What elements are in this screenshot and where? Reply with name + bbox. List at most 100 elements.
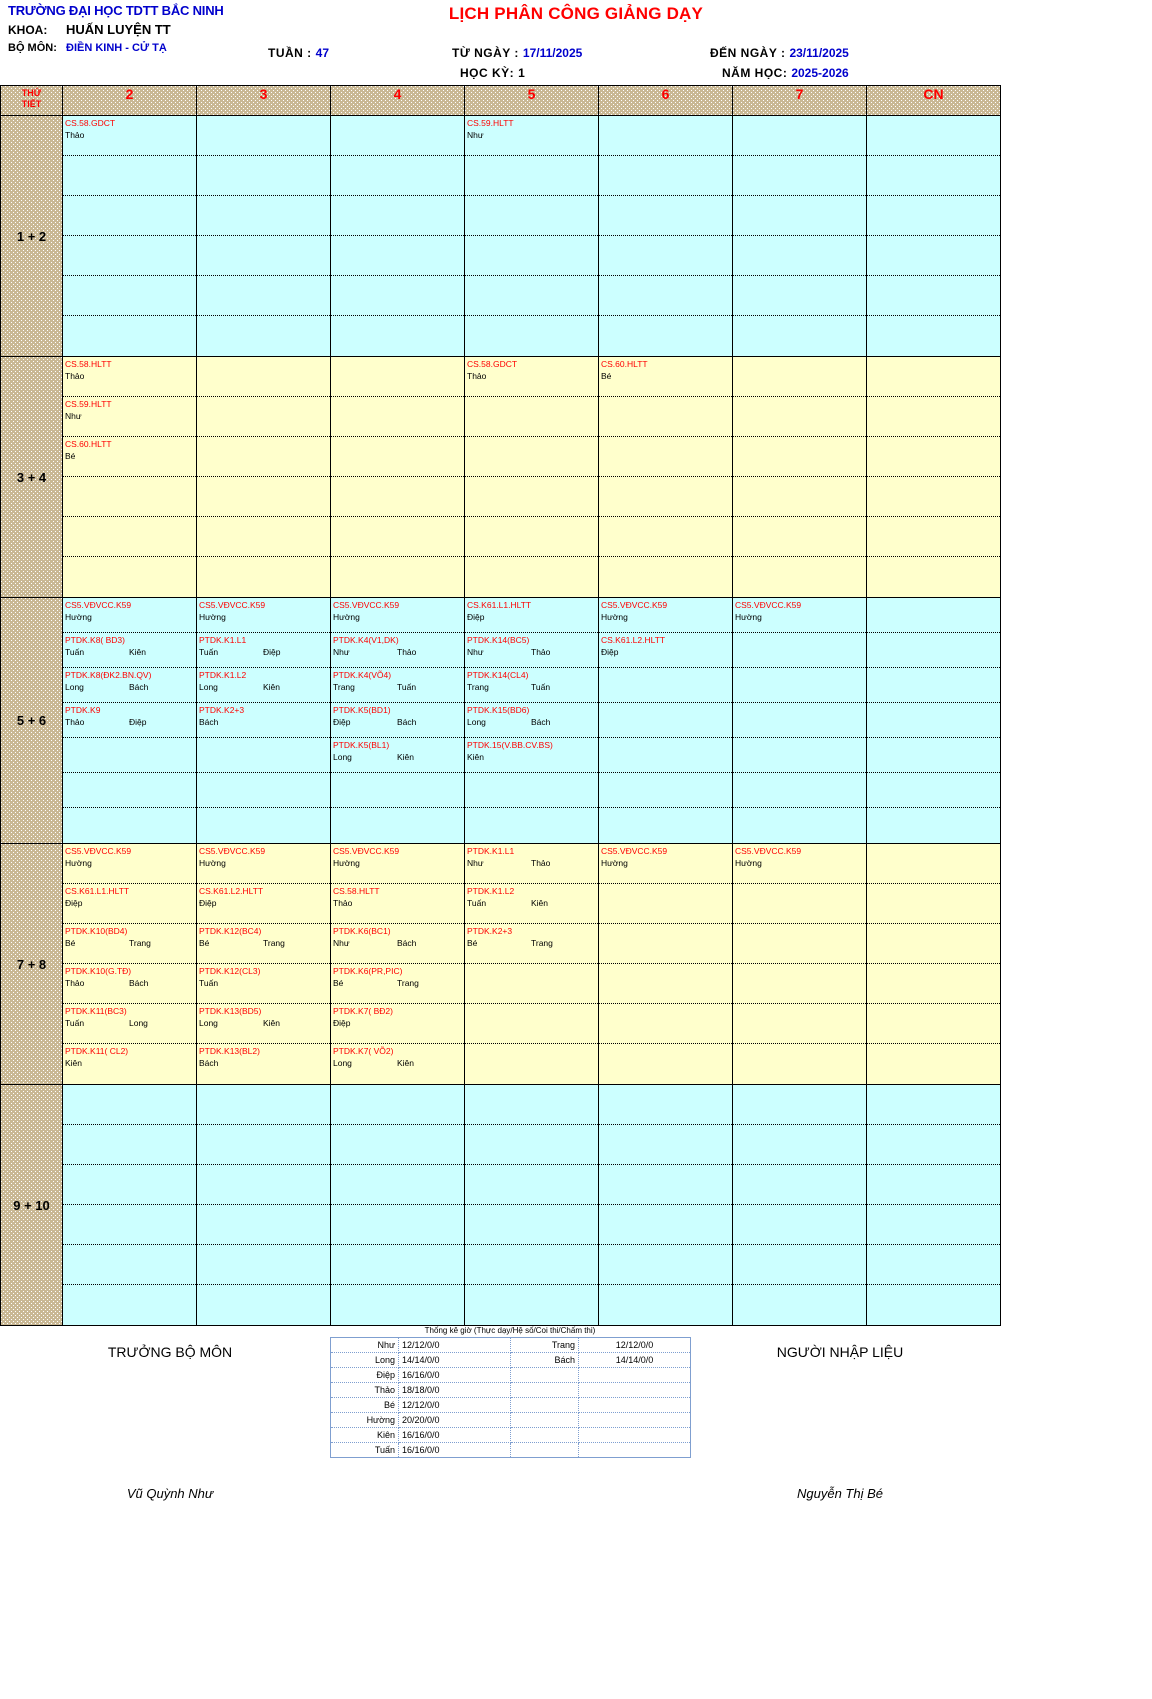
class-entry[interactable]: PTDK.K14(BC5) Như Thảo [465,633,598,668]
empty-slot[interactable] [599,1125,732,1165]
empty-slot[interactable] [733,316,866,356]
empty-slot[interactable] [867,598,1000,633]
empty-slot[interactable] [197,808,330,843]
class-entry[interactable]: CS.K61.L2.HLTT Điệp [197,884,330,924]
empty-slot[interactable] [197,397,330,437]
empty-slot[interactable] [63,1085,196,1125]
empty-slot[interactable] [867,276,1000,316]
empty-slot[interactable] [197,156,330,196]
empty-slot[interactable] [599,703,732,738]
empty-slot[interactable] [331,1085,464,1125]
empty-slot[interactable] [197,557,330,597]
day-cell[interactable]: CS5.VĐVCC.K59 Hường [598,843,733,1085]
empty-slot[interactable] [599,1165,732,1205]
day-cell[interactable] [732,356,867,598]
empty-slot[interactable] [867,1285,1000,1325]
empty-slot[interactable] [867,1085,1000,1125]
empty-slot[interactable] [733,397,866,437]
class-entry[interactable]: CS.K61.L1.HLTT Điệp [63,884,196,924]
class-entry[interactable]: CS.K61.L1.HLTT Điệp [465,598,598,633]
empty-slot[interactable] [331,276,464,316]
day-cell[interactable]: CS.60.HLTT Bé [598,356,733,598]
empty-slot[interactable] [733,1165,866,1205]
empty-slot[interactable] [733,557,866,597]
empty-slot[interactable] [733,1245,866,1285]
empty-slot[interactable] [733,116,866,156]
empty-slot[interactable] [867,773,1000,808]
empty-slot[interactable] [465,1004,598,1044]
class-entry[interactable]: PTDK.K7( BĐ2) Điệp [331,1004,464,1044]
empty-slot[interactable] [197,1285,330,1325]
empty-slot[interactable] [63,196,196,236]
empty-slot[interactable] [63,1245,196,1285]
empty-slot[interactable] [867,557,1000,597]
empty-slot[interactable] [733,773,866,808]
day-cell[interactable] [598,1084,733,1326]
empty-slot[interactable] [733,924,866,964]
empty-slot[interactable] [733,1044,866,1084]
empty-slot[interactable] [331,116,464,156]
empty-slot[interactable] [63,1205,196,1245]
empty-slot[interactable] [331,156,464,196]
empty-slot[interactable] [465,1044,598,1084]
day-cell[interactable] [196,115,331,357]
empty-slot[interactable] [599,156,732,196]
empty-slot[interactable] [733,668,866,703]
empty-slot[interactable] [331,357,464,397]
day-cell[interactable] [62,1084,197,1326]
empty-slot[interactable] [599,1085,732,1125]
day-cell[interactable] [196,1084,331,1326]
empty-slot[interactable] [63,1285,196,1325]
empty-slot[interactable] [733,964,866,1004]
empty-slot[interactable] [465,557,598,597]
empty-slot[interactable] [733,196,866,236]
empty-slot[interactable] [331,316,464,356]
empty-slot[interactable] [599,1205,732,1245]
day-cell[interactable]: PTDK.K1.L1 Như Thảo PTDK.K1.L2 Tuấn Kiên PTDK.… [464,843,599,1085]
class-entry[interactable]: PTDK.K10(G.TĐ) Thảo Bách [63,964,196,1004]
empty-slot[interactable] [733,633,866,668]
empty-slot[interactable] [331,477,464,517]
class-entry[interactable]: PTDK.K15(BD6) Long Bách [465,703,598,738]
empty-slot[interactable] [599,316,732,356]
day-cell[interactable] [732,115,867,357]
empty-slot[interactable] [197,477,330,517]
empty-slot[interactable] [599,924,732,964]
empty-slot[interactable] [63,276,196,316]
empty-slot[interactable] [331,1205,464,1245]
day-cell[interactable] [196,356,331,598]
empty-slot[interactable] [331,1285,464,1325]
class-entry[interactable]: PTDK.K4(V1,DK) Như Thảo [331,633,464,668]
empty-slot[interactable] [465,1125,598,1165]
class-entry[interactable]: CS5.VĐVCC.K59 Hường [63,598,196,633]
empty-slot[interactable] [197,357,330,397]
empty-slot[interactable] [465,964,598,1004]
day-cell[interactable]: CS5.VĐVCC.K59 Hường CS.K61.L2.HLTT Điệp PTDK… [196,843,331,1085]
day-cell[interactable] [866,1084,1001,1326]
day-cell[interactable]: CS5.VĐVCC.K59 Hường PTDK.K8( BD3) Tuấn Kiên P… [62,597,197,844]
empty-slot[interactable] [599,1245,732,1285]
empty-slot[interactable] [733,1125,866,1165]
empty-slot[interactable] [733,1085,866,1125]
class-entry[interactable]: CS.K61.L2.HLTT Điệp [599,633,732,668]
empty-slot[interactable] [331,437,464,477]
empty-slot[interactable] [63,477,196,517]
empty-slot[interactable] [867,357,1000,397]
empty-slot[interactable] [465,477,598,517]
empty-slot[interactable] [867,924,1000,964]
class-entry[interactable]: PTDK.K5(BD1) Điệp Bách [331,703,464,738]
day-cell[interactable]: CS5.VĐVCC.K59 Hường CS.58.HLTT Thảo PTDK.K6(… [330,843,465,1085]
empty-slot[interactable] [733,236,866,276]
day-cell[interactable]: CS5.VĐVCC.K59 Hường [732,597,867,844]
class-entry[interactable]: CS.59.HLTT Như [465,116,598,156]
empty-slot[interactable] [599,276,732,316]
day-cell[interactable] [866,115,1001,357]
class-entry[interactable]: PTDK.K8(ĐK2.BN.QV) Long Bách [63,668,196,703]
class-entry[interactable]: PTDK.K4(VÕ4) Trang Tuấn [331,668,464,703]
empty-slot[interactable] [867,517,1000,557]
class-entry[interactable]: CS.58.GDCT Thảo [63,116,196,156]
empty-slot[interactable] [867,437,1000,477]
empty-slot[interactable] [733,437,866,477]
day-cell[interactable]: CS.58.GDCT Thảo [464,356,599,598]
empty-slot[interactable] [197,1125,330,1165]
